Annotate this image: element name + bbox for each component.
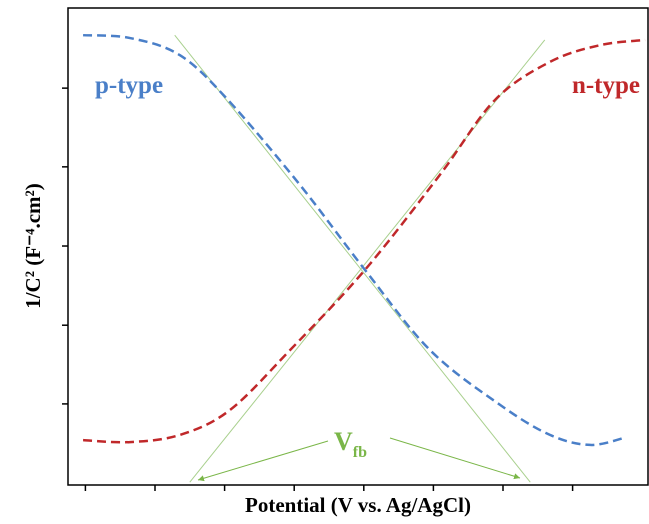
y-axis-label: 1/C² (F⁻⁴.cm²)	[21, 183, 45, 309]
tangent-line	[189, 39, 546, 483]
x-axis-label: Potential (V vs. Ag/AgCl)	[245, 493, 471, 517]
series-line	[83, 38, 646, 444]
vfb-subscript: fb	[353, 444, 367, 461]
tangent-line	[174, 34, 531, 483]
vfb-arrow	[389, 437, 521, 480]
vfb-label: Vfb	[334, 427, 367, 461]
series-line	[83, 33, 626, 447]
vfb-arrow	[197, 440, 329, 482]
series-label: n-type	[572, 72, 640, 99]
vfb-main: V	[334, 427, 353, 456]
series-label: p-type	[95, 72, 163, 99]
